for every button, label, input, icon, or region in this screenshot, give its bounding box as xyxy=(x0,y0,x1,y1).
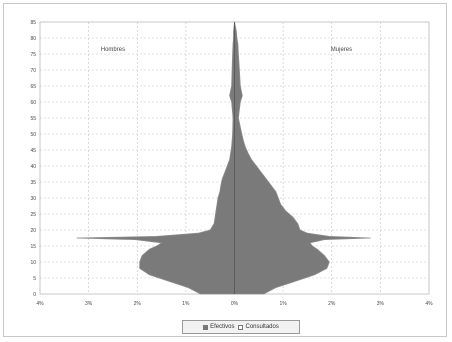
x-tick-label-6: 2% xyxy=(328,301,336,307)
y-tick-label-2: 10 xyxy=(30,260,36,266)
y-tick-label-14: 70 xyxy=(30,68,36,74)
x-tick-label-0: 4% xyxy=(36,301,44,307)
x-tick-label-2: 2% xyxy=(134,301,142,307)
legend-item-consultados: Consultados xyxy=(238,324,279,330)
population-pyramid-chart: 0 5 10 15 20 25 30 35 40 45 50 55 60 65 70 75 80 85 4% 3% 2%… xyxy=(30,20,433,307)
x-tick-label-7: 3% xyxy=(377,301,385,307)
x-tick-label-3: 1% xyxy=(182,301,190,307)
pyramid-area-efectivos xyxy=(76,21,371,295)
annotation-left: Hombres xyxy=(101,47,125,53)
y-tick-label-6: 30 xyxy=(30,196,36,202)
y-tick-label-12: 60 xyxy=(30,100,36,106)
y-tick-label-15: 75 xyxy=(30,52,36,58)
y-tick-label-7: 35 xyxy=(30,180,36,186)
x-tick-label-4: 0% xyxy=(231,301,239,307)
y-tick-label-3: 15 xyxy=(30,244,36,250)
y-tick-label-16: 80 xyxy=(30,36,36,42)
legend-swatch-efectivos xyxy=(203,324,209,330)
annotation-right: Mujeres xyxy=(331,47,352,53)
chart-frame: 0 5 10 15 20 25 30 35 40 45 50 55 60 65 70 75 80 85 4% 3% 2%… xyxy=(3,3,447,337)
legend-label-efectivos: Efectivos xyxy=(210,324,235,330)
y-tick-label-0: 0 xyxy=(33,292,36,298)
chart-legend: Efectivos Consultados xyxy=(182,320,300,334)
y-tick-label-13: 65 xyxy=(30,84,36,90)
y-tick-label-17: 85 xyxy=(30,20,36,26)
y-tick-label-9: 45 xyxy=(30,148,36,154)
legend-swatch-consultados xyxy=(238,324,244,330)
y-tick-label-10: 50 xyxy=(30,132,36,138)
y-tick-label-1: 5 xyxy=(33,276,36,282)
x-tick-label-5: 1% xyxy=(280,301,288,307)
y-tick-label-4: 20 xyxy=(30,228,36,234)
x-tick-label-1: 3% xyxy=(85,301,93,307)
legend-item-efectivos: Efectivos xyxy=(203,324,234,330)
x-tick-label-8: 4% xyxy=(425,301,433,307)
y-tick-label-11: 55 xyxy=(30,116,36,122)
legend-label-consultados: Consultados xyxy=(245,324,279,330)
y-tick-label-8: 40 xyxy=(30,164,36,170)
y-tick-label-5: 25 xyxy=(30,212,36,218)
